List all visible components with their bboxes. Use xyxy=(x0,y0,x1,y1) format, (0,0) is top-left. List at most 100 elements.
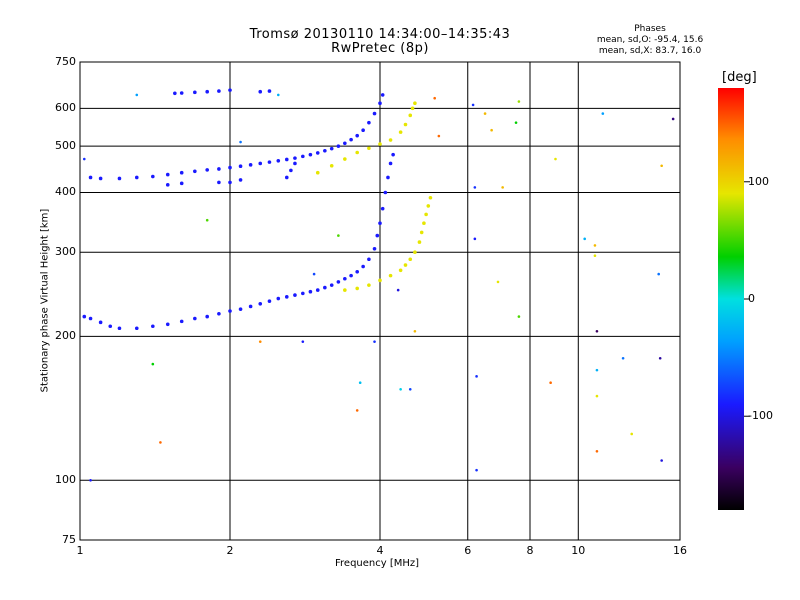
x-tick-label: 4 xyxy=(376,544,384,557)
data-point xyxy=(380,93,385,97)
data-point xyxy=(217,311,221,316)
y-tick-label: 200 xyxy=(55,329,76,343)
data-point xyxy=(165,183,170,187)
data-point xyxy=(426,204,431,208)
data-point xyxy=(98,320,103,325)
data-point xyxy=(159,441,162,444)
data-point xyxy=(471,103,475,107)
data-point xyxy=(517,315,521,318)
data-point xyxy=(355,286,359,291)
data-point xyxy=(308,289,313,294)
data-point xyxy=(378,278,382,283)
data-point xyxy=(173,91,177,96)
y-tick-label: 600 xyxy=(55,101,76,115)
data-point xyxy=(315,170,320,175)
y-tick-label: 75 xyxy=(62,533,76,546)
data-point xyxy=(367,283,371,287)
data-point xyxy=(378,142,382,146)
data-point xyxy=(89,478,92,482)
data-point xyxy=(179,319,184,324)
data-point xyxy=(403,122,408,127)
data-point xyxy=(496,280,500,284)
data-point xyxy=(134,175,139,180)
data-point xyxy=(378,101,382,105)
data-point xyxy=(258,301,263,306)
data-point xyxy=(301,340,305,343)
data-point xyxy=(267,160,272,164)
data-point xyxy=(473,186,477,189)
data-point xyxy=(367,120,371,125)
data-point xyxy=(293,293,297,297)
data-point xyxy=(248,304,253,309)
data-point xyxy=(88,316,93,321)
data-point xyxy=(367,257,371,262)
data-point xyxy=(179,91,184,95)
x-axis-label: Frequency [MHz] xyxy=(335,558,420,569)
data-point xyxy=(408,113,413,118)
data-point xyxy=(658,356,662,360)
data-point xyxy=(343,141,347,146)
colorbar-tick-label: -100 xyxy=(748,409,773,423)
data-point xyxy=(258,340,262,343)
data-point xyxy=(88,175,93,180)
data-point xyxy=(308,152,313,157)
data-point xyxy=(267,89,272,93)
x-tick-label: 10 xyxy=(571,544,586,557)
data-point xyxy=(228,309,232,313)
data-point xyxy=(398,130,403,134)
data-point xyxy=(179,170,184,175)
data-point xyxy=(301,154,305,159)
data-point xyxy=(419,230,424,235)
data-point xyxy=(239,140,242,144)
data-point xyxy=(228,88,232,92)
data-point xyxy=(473,237,477,241)
data-point xyxy=(193,169,197,174)
data-point xyxy=(630,432,634,436)
data-point xyxy=(355,150,359,155)
x-tick-label: 2 xyxy=(226,544,234,557)
data-point xyxy=(179,181,184,186)
data-point xyxy=(284,157,289,162)
data-point xyxy=(289,168,293,173)
data-point xyxy=(367,146,371,151)
data-point xyxy=(217,167,221,171)
data-point xyxy=(410,106,415,111)
data-point xyxy=(424,212,428,217)
data-point xyxy=(595,329,599,333)
colorbar-tick-label: 100 xyxy=(748,174,769,188)
data-point xyxy=(475,375,478,378)
data-point xyxy=(383,190,388,195)
data-point xyxy=(422,221,426,226)
data-point xyxy=(284,295,289,299)
data-point xyxy=(267,299,272,303)
data-point xyxy=(355,133,359,138)
data-point xyxy=(343,288,347,292)
data-point xyxy=(398,268,403,273)
data-point xyxy=(372,246,377,251)
data-point xyxy=(483,112,487,115)
data-point xyxy=(413,250,417,255)
data-point xyxy=(258,89,263,94)
stats-heading: Phases xyxy=(634,24,666,34)
data-point xyxy=(388,138,393,142)
data-point xyxy=(349,137,353,142)
data-point xyxy=(388,273,393,278)
data-point xyxy=(417,240,422,244)
x-tick-label: 8 xyxy=(526,544,534,557)
data-point xyxy=(293,161,297,166)
data-point xyxy=(621,356,625,360)
data-point xyxy=(135,93,139,97)
data-point xyxy=(355,269,359,274)
data-point xyxy=(151,174,155,179)
data-point xyxy=(329,163,334,168)
data-point xyxy=(217,89,221,93)
y-tick-label: 100 xyxy=(55,473,76,487)
data-point xyxy=(660,164,663,168)
chart-title: Tromsø 20130110 14:34:00–14:35:43 xyxy=(249,27,511,42)
data-point xyxy=(399,388,402,391)
data-point xyxy=(336,280,341,284)
data-point xyxy=(373,340,376,343)
data-point xyxy=(595,449,599,453)
y-tick-label: 400 xyxy=(55,185,76,199)
